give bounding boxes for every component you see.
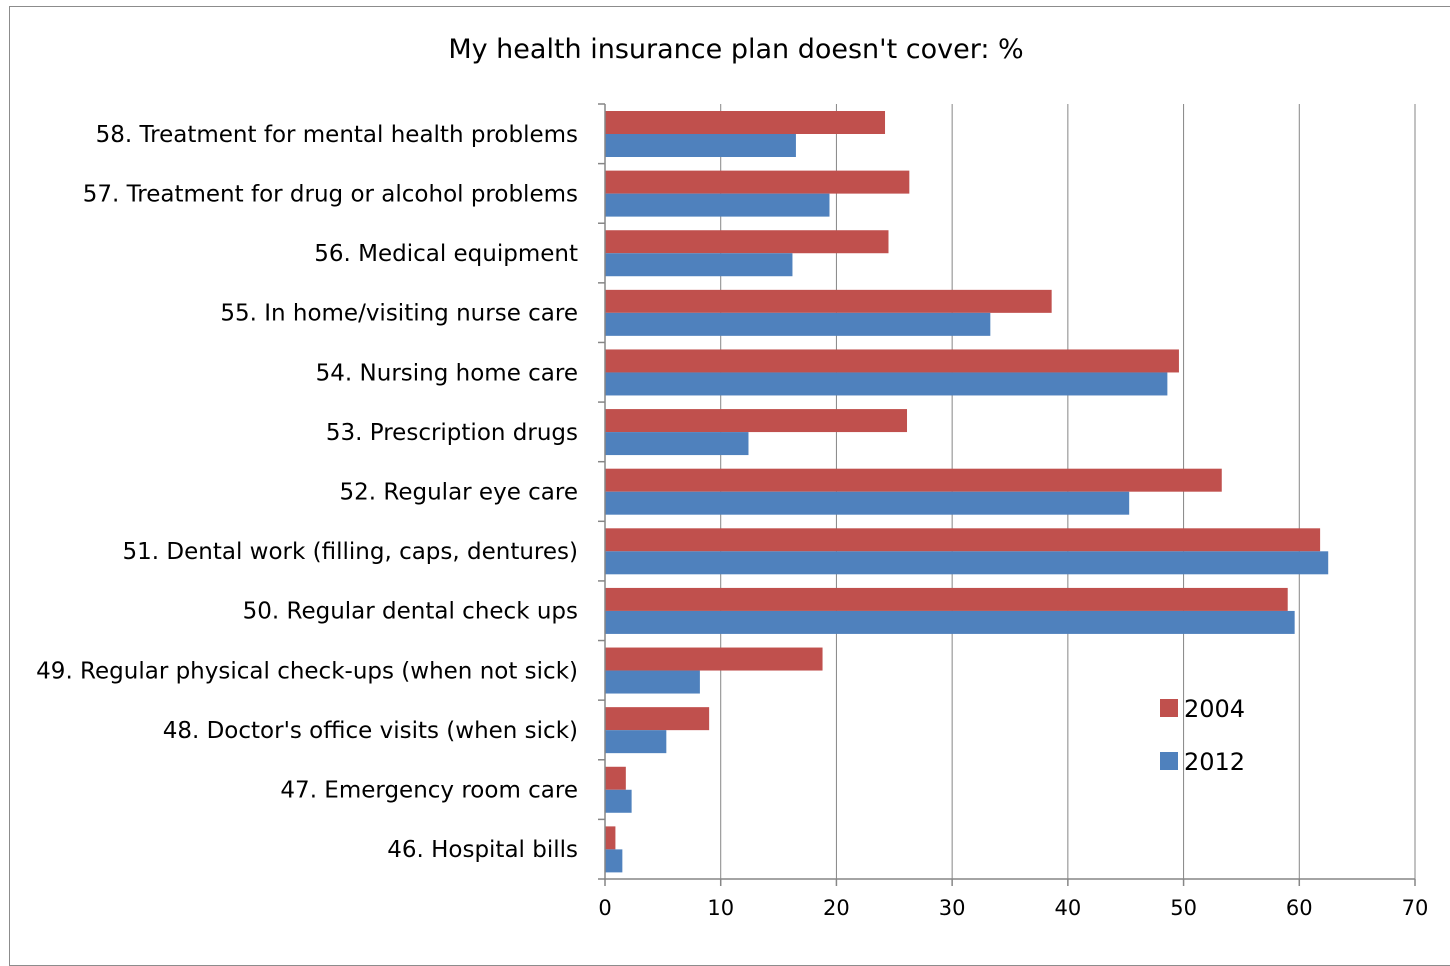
bar-2004-6 xyxy=(605,468,1222,492)
bar-2004-7 xyxy=(605,528,1321,552)
bar-2004-5 xyxy=(605,409,908,433)
bar-2012-6 xyxy=(605,491,1130,515)
category-label: 54. Nursing home care xyxy=(316,360,578,386)
category-label: 50. Regular dental check ups xyxy=(243,599,578,625)
bar-2012-10 xyxy=(605,730,667,754)
x-tick-labels: 0 10 20 30 40 50 60 70 xyxy=(598,896,1428,920)
category-label: 58. Treatment for mental health problems xyxy=(96,122,578,148)
bar-2004-9 xyxy=(605,647,823,671)
bar-2004-8 xyxy=(605,587,1288,611)
bar-2012-2 xyxy=(605,253,793,277)
category-label: 48. Doctor's office visits (when sick) xyxy=(163,718,578,744)
bar-2012-4 xyxy=(605,372,1168,396)
x-tick-label: 0 xyxy=(598,896,611,920)
x-tick-label: 30 xyxy=(939,896,966,920)
x-tick-label: 60 xyxy=(1286,896,1313,920)
bar-2004-2 xyxy=(605,230,889,254)
bar-2012-8 xyxy=(605,610,1295,634)
x-tick-label: 10 xyxy=(707,896,734,920)
category-label: 49. Regular physical check-ups (when not… xyxy=(36,658,578,684)
x-tick-label: 50 xyxy=(1170,896,1197,920)
axes xyxy=(598,103,1416,886)
category-label: 46. Hospital bills xyxy=(387,837,578,863)
bar-2004-12 xyxy=(605,826,616,850)
category-label: 53. Prescription drugs xyxy=(326,420,578,446)
category-label: 57. Treatment for drug or alcohol proble… xyxy=(83,181,578,207)
category-label: 51. Dental work (filling, caps, dentures… xyxy=(123,539,578,565)
legend-swatch-2012 xyxy=(1160,752,1178,770)
bar-2012-12 xyxy=(605,849,623,873)
bar-2012-3 xyxy=(605,312,991,336)
x-tick-label: 20 xyxy=(823,896,850,920)
bar-2012-0 xyxy=(605,134,796,157)
category-label: 56. Medical equipment xyxy=(314,241,578,267)
bars xyxy=(605,111,1329,873)
bar-2004-4 xyxy=(605,349,1179,373)
bar-2004-1 xyxy=(605,170,910,194)
bar-2012-5 xyxy=(605,432,749,456)
bar-2012-1 xyxy=(605,193,830,217)
category-labels: 58. Treatment for mental health problems… xyxy=(36,122,578,863)
bar-2004-0 xyxy=(605,111,886,134)
category-label: 52. Regular eye care xyxy=(340,480,578,506)
legend: 2004 2012 xyxy=(1160,695,1245,776)
bar-2012-7 xyxy=(605,551,1329,575)
x-tick-label: 70 xyxy=(1402,896,1429,920)
legend-label: 2012 xyxy=(1184,748,1245,776)
category-label: 47. Emergency room care xyxy=(280,778,578,804)
legend-swatch-2004 xyxy=(1160,699,1178,717)
bar-2004-3 xyxy=(605,289,1052,313)
bar-2004-11 xyxy=(605,766,626,790)
bar-2004-10 xyxy=(605,707,710,731)
legend-label: 2004 xyxy=(1184,695,1245,723)
bar-2012-11 xyxy=(605,789,632,813)
bar-2012-9 xyxy=(605,670,700,694)
x-tick-label: 40 xyxy=(1054,896,1081,920)
chart-title: My health insurance plan doesn't cover: … xyxy=(448,34,1023,65)
category-label: 55. In home/visiting nurse care xyxy=(220,301,578,327)
